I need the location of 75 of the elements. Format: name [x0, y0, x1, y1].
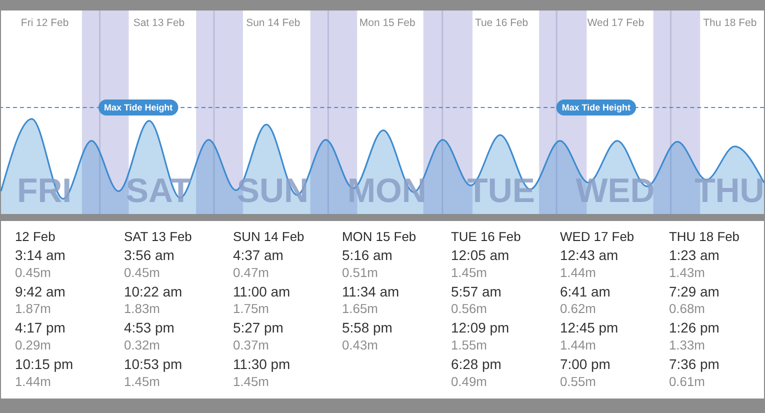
annotation: MON [347, 172, 426, 210]
text: 1.44m [560, 338, 596, 353]
text: 0.62m [560, 301, 596, 316]
text: 0.55m [560, 374, 596, 390]
x-tick-label: Sat 13 Feb [133, 18, 185, 29]
text: 0.68m [668, 301, 705, 316]
text: 6:41 am [560, 283, 610, 300]
text: 4:53 pm [124, 320, 174, 336]
text: 11:34 am [342, 283, 400, 300]
x-tick-label: Thu 18 Feb [703, 18, 757, 29]
text: 11:30 pm [232, 356, 290, 372]
annotation: SUN [236, 172, 308, 210]
text: 0.47m [232, 264, 269, 280]
annotation: TUE [467, 172, 535, 210]
text: 1.75m [232, 301, 269, 316]
text: 0.61m [668, 374, 705, 390]
text: 3:56 am [124, 246, 174, 263]
text: 4:17 pm [14, 320, 66, 336]
text: 1:26 pm [668, 320, 720, 336]
text: 7:29 am [668, 283, 720, 300]
text: SAT 13 Feb [124, 228, 192, 244]
text: 5:27 pm [232, 320, 284, 336]
text: 1.55m [450, 338, 487, 353]
text: 9:42 am [14, 283, 66, 300]
text: 3:14 am [14, 246, 66, 263]
annotation: SAT [126, 172, 192, 210]
text: 1.45m [124, 374, 160, 390]
text: TUE 16 Feb [450, 228, 521, 244]
text: 5:57 am [450, 283, 502, 300]
text: 1.83m [124, 301, 160, 316]
x-tick-label: Sun 14 Feb [246, 18, 300, 29]
text: 1:23 am [668, 246, 720, 263]
text: 10:22 am [124, 283, 182, 300]
text: 0.56m [450, 301, 487, 316]
text: 11:00 am [232, 283, 290, 300]
ref-line-label: Max Tide Height [104, 102, 173, 112]
text: WED 17 Feb [560, 228, 634, 244]
text: 1.43m [668, 264, 705, 280]
text: 0.29m [14, 338, 51, 353]
text: 1.44m [560, 264, 596, 280]
text: 7:36 pm [668, 356, 720, 372]
x-tick-label: Wed 17 Feb [587, 18, 644, 29]
text: 0.43m [342, 338, 378, 353]
text: 0.45m [14, 264, 51, 280]
text: Max Tide Height [562, 102, 630, 112]
text: 12:09 pm [450, 320, 510, 336]
text: 10:53 pm [124, 356, 182, 372]
text: 10:15 pm [14, 356, 74, 372]
text: 12:45 pm [560, 320, 618, 336]
x-tick-label: Fri 12 Feb [20, 18, 69, 29]
text: MON 15 Feb [342, 228, 416, 244]
text: 1.45m [450, 264, 487, 280]
text: SUN 14 Feb [232, 228, 304, 244]
text: 12 Feb [14, 228, 56, 244]
annotation: THU [694, 172, 764, 210]
text: 7:00 pm [560, 356, 610, 372]
text: 5:58 pm [342, 320, 392, 336]
text: 1.65m [342, 301, 378, 316]
text: 1.33m [668, 338, 705, 353]
text: 0.45m [124, 264, 160, 280]
x-tick-label: Tue 16 Feb [474, 18, 528, 29]
text: 12:05 am [450, 246, 510, 263]
text: 6:28 pm [450, 356, 502, 372]
x-tick-label: Mon 15 Feb [359, 18, 416, 29]
text: 0.37m [232, 338, 269, 353]
text: 0.51m [342, 264, 378, 280]
text: 1.87m [14, 301, 51, 316]
text: 5:16 am [342, 246, 392, 263]
text: 12:43 am [560, 246, 618, 263]
text: 0.49m [450, 374, 487, 390]
text: THU 18 Feb [668, 228, 740, 244]
text: 0.32m [124, 338, 160, 353]
text: 1.44m [14, 374, 51, 390]
text: 1.45m [232, 374, 269, 390]
text: 4:37 am [232, 246, 284, 263]
